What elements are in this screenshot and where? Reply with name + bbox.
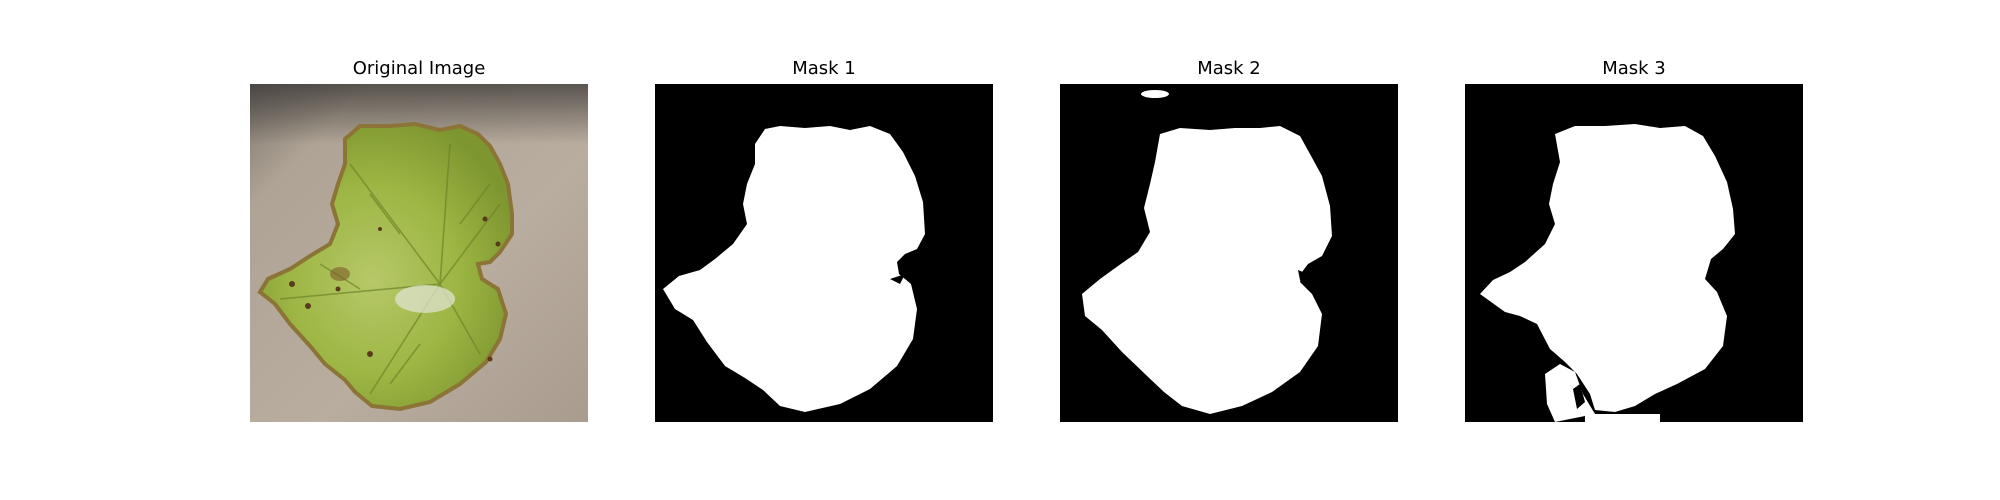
leaf-photo (250, 84, 588, 422)
panel-mask-2: Mask 2 (1060, 0, 1398, 500)
leaf-shape (257, 121, 514, 412)
panel-original-image: Original Image (250, 0, 588, 500)
panel-title: Mask 1 (792, 58, 856, 79)
panel-title: Mask 3 (1602, 58, 1666, 79)
panel-mask-1: Mask 1 (655, 0, 993, 500)
mask-region (1082, 126, 1332, 414)
mask-region (1480, 124, 1735, 412)
panel-mask-3: Mask 3 (1465, 0, 1803, 500)
mask-image (1465, 84, 1803, 422)
mask-image (655, 84, 993, 422)
mask-region (663, 126, 925, 412)
panel-title: Original Image (352, 58, 486, 79)
mask-image (1060, 84, 1398, 422)
panel-title: Mask 2 (1197, 58, 1261, 79)
